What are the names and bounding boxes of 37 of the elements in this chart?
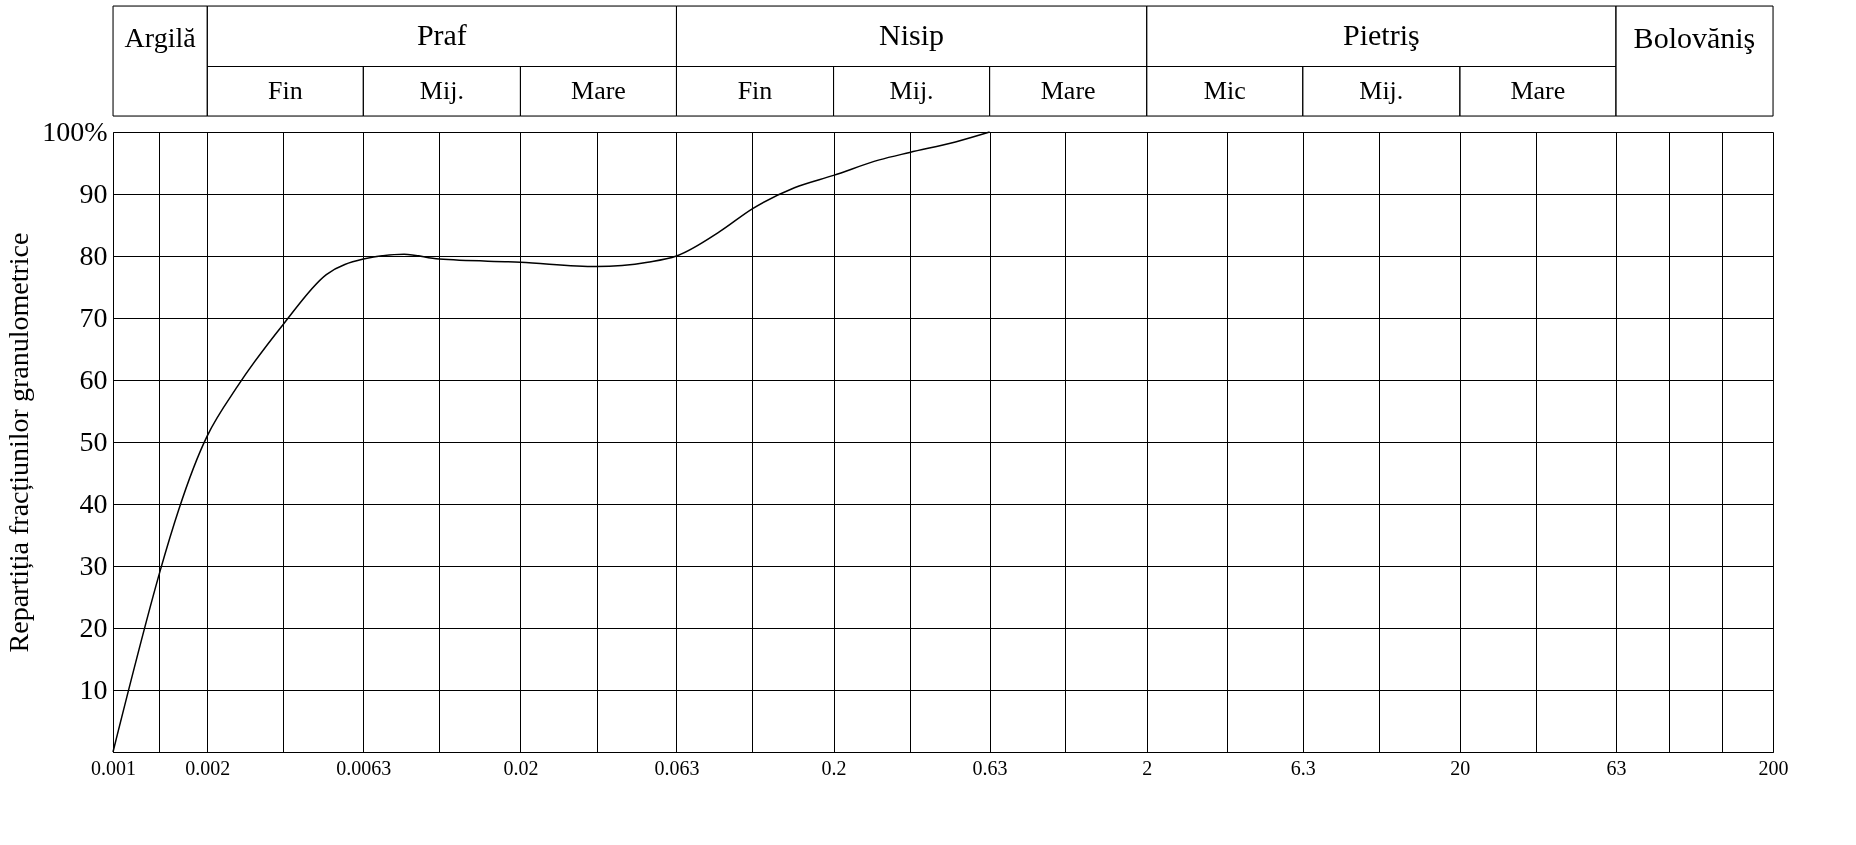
text: Mare (1510, 76, 1566, 106)
x-tick-label: 0.001 (91, 756, 136, 779)
text: Mare (1040, 76, 1096, 106)
y-tick-label: 40 (79, 487, 108, 519)
x-tick-label: 0.063 (654, 756, 700, 779)
text: Mij. (419, 76, 464, 106)
text: Praf (416, 18, 467, 52)
y-tick-label: 60 (79, 363, 108, 395)
x-tick-label: 63 (1606, 756, 1627, 779)
text: Bolovăniş (1633, 21, 1756, 54)
x-tick-label: 0.002 (185, 756, 231, 779)
text: Mij. (889, 76, 934, 106)
text: Mare (571, 76, 626, 106)
x-tick-label: 0.63 (972, 756, 1008, 779)
y-tick-label: 70 (79, 301, 108, 333)
x-tick-label: 0.0063 (336, 756, 392, 779)
y-tick-label: 100% (42, 115, 108, 147)
x-tick-label: 0.02 (503, 756, 539, 779)
x-tick-label: 6.3 (1290, 756, 1316, 779)
text: Pietriş (1342, 18, 1420, 52)
text: Fin (267, 76, 303, 106)
x-tick-label: 200 (1758, 756, 1789, 779)
x-tick-label: 0.2 (821, 756, 847, 779)
text: Fin (737, 76, 773, 106)
y-tick-label: 50 (79, 425, 108, 457)
text: Mij. (1359, 76, 1404, 106)
y-tick-label: 30 (79, 549, 108, 581)
text: Mic (1203, 76, 1246, 106)
y-tick-label: 20 (79, 611, 108, 643)
text: Argilă (124, 22, 197, 53)
x-tick-label: 2 (1142, 756, 1153, 779)
y-tick-label: 80 (79, 239, 108, 271)
y-axis-title: Repartiția fracțiunilor granulometrice (3, 232, 35, 653)
y-tick-label: 10 (79, 673, 108, 705)
y-tick-label: 90 (79, 177, 108, 209)
text: Nisip (879, 18, 945, 52)
x-tick-label: 20 (1450, 756, 1471, 779)
